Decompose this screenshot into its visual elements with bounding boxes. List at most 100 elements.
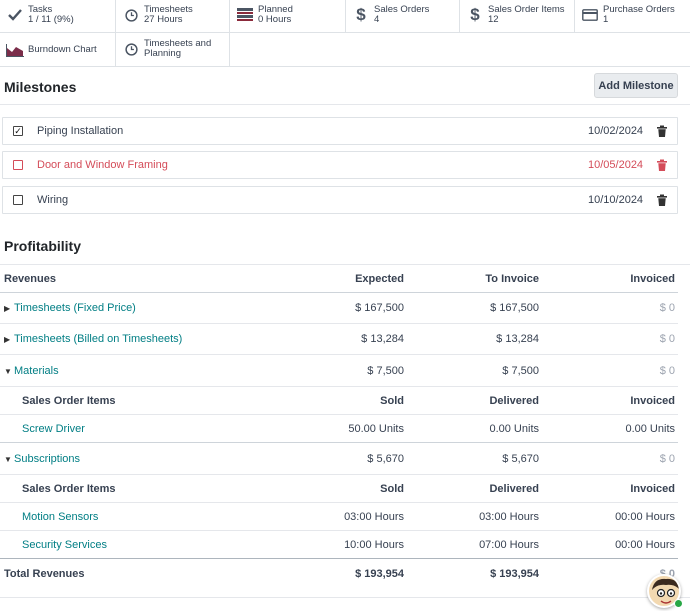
stat-title: Tasks — [28, 4, 53, 15]
caret-right-icon: ▶ — [4, 335, 11, 344]
milestone-row[interactable]: Door and Window Framing 10/05/2024 — [2, 151, 678, 179]
sales-order-item-row[interactable]: Screw Driver 50.00 Units 0.00 Units 0.00… — [0, 415, 678, 443]
revenue-label[interactable]: ▶ Timesheets (Fixed Price) — [4, 293, 136, 324]
col-invoiced: Invoiced — [630, 483, 675, 495]
dollar-icon: $ — [356, 5, 366, 24]
caret-down-icon: ▼ — [4, 367, 12, 376]
col-to-invoice: To Invoice — [485, 273, 539, 285]
invoiced-value: $ 0 — [659, 302, 675, 314]
stat-value: 1 / 11 (9%) — [28, 14, 74, 25]
revenue-label[interactable]: ▼ Materials — [4, 355, 59, 388]
stat-title: Purchase Orders — [603, 4, 675, 15]
credit-card-icon — [580, 5, 600, 25]
milestone-date: 10/02/2024 — [588, 125, 644, 137]
revenue-row[interactable]: ▶ Timesheets (Billed on Timesheets) $ 13,… — [0, 324, 678, 355]
total-to-invoice: $ 193,954 — [490, 568, 539, 580]
sales-order-items-header-row: Sales Order Items Sold Delivered Invoice… — [0, 387, 678, 415]
planned-stat-button[interactable]: Planned 0 Hours — [230, 0, 346, 33]
stat-value: 4 — [374, 14, 380, 25]
milestone-row[interactable]: Wiring 10/10/2024 — [2, 186, 678, 214]
revenue-label[interactable]: ▶ Timesheets (Billed on Timesheets) — [4, 324, 182, 355]
delivered-value: 07:00 Hours — [479, 539, 539, 551]
clock-icon — [121, 39, 141, 59]
tasks-stat-button[interactable]: Tasks 1 / 11 (9%) — [0, 0, 116, 33]
invoiced-value: 00:00 Hours — [615, 511, 675, 523]
invoiced-value: 00:00 Hours — [615, 539, 675, 551]
invoiced-value: 0.00 Units — [625, 423, 675, 435]
col-invoiced: Invoiced — [630, 273, 675, 285]
sales-order-items-stat-button[interactable]: $ Sales Order Items 12 — [460, 0, 575, 33]
stat-value: 0 Hours — [258, 14, 292, 25]
trash-icon[interactable] — [656, 194, 668, 207]
revenue-row[interactable]: ▶ Timesheets (Fixed Price) $ 167,500 $ 16… — [0, 293, 678, 324]
revenue-row[interactable]: ▼ Materials $ 7,500 $ 7,500 $ 0 — [0, 355, 678, 387]
to-invoice-value: $ 7,500 — [502, 365, 539, 377]
milestones-title: Milestones — [4, 79, 77, 95]
trash-icon[interactable] — [656, 125, 668, 138]
sales-orders-stat-button[interactable]: $ Sales Orders 4 — [346, 0, 460, 33]
stat-value: 1 — [603, 14, 609, 25]
dollar-icon: $ — [470, 5, 480, 24]
stat-value: 12 — [488, 14, 499, 25]
milestone-name: Piping Installation — [37, 125, 124, 137]
sales-order-items-header-row: Sales Order Items Sold Delivered Invoice… — [0, 475, 678, 503]
timesheets-stat-button[interactable]: Timesheets 27 Hours — [116, 0, 230, 33]
milestone-checkbox[interactable] — [13, 160, 23, 170]
stat-title: Planned — [258, 4, 293, 15]
milestone-checkbox[interactable]: ✓ — [13, 126, 23, 136]
invoiced-value: $ 0 — [659, 365, 675, 377]
sold-value: 10:00 Hours — [344, 539, 404, 551]
area-chart-icon — [5, 40, 25, 60]
trash-icon[interactable] — [656, 159, 668, 172]
sales-order-item-link[interactable]: Screw Driver — [22, 423, 85, 435]
milestone-checkbox[interactable] — [13, 195, 23, 205]
stat-title: Timesheets and — [144, 38, 212, 49]
col-delivered: Delivered — [489, 395, 539, 407]
col-revenues: Revenues — [4, 273, 56, 285]
expected-value: $ 5,670 — [367, 453, 404, 465]
avatar-face-icon — [652, 578, 679, 604]
gantt-icon — [235, 5, 255, 25]
burndown-chart-stat-button[interactable]: Burndown Chart — [0, 33, 116, 67]
add-milestone-button[interactable]: Add Milestone — [594, 73, 678, 98]
expected-value: $ 13,284 — [361, 333, 404, 345]
sales-order-item-link[interactable]: Security Services — [22, 539, 107, 551]
stat-title: Burndown Chart — [28, 44, 97, 55]
total-expected: $ 193,954 — [355, 568, 404, 580]
revenue-label[interactable]: ▼ Subscriptions — [4, 443, 80, 476]
sold-value: 03:00 Hours — [344, 511, 404, 523]
sales-order-item-row[interactable]: Security Services 10:00 Hours 07:00 Hour… — [0, 531, 678, 559]
sales-order-item-link[interactable]: Motion Sensors — [22, 511, 99, 523]
stat-value: 27 Hours — [144, 14, 183, 25]
milestone-date: 10/10/2024 — [588, 194, 644, 206]
col-sold: Sold — [380, 395, 404, 407]
clock-icon — [121, 5, 141, 25]
to-invoice-value: $ 5,670 — [502, 453, 539, 465]
timesheets-planning-stat-button[interactable]: Timesheets and Planning — [116, 33, 230, 67]
online-status-dot — [674, 599, 683, 608]
divider — [0, 104, 690, 105]
expected-value: $ 167,500 — [355, 302, 404, 314]
expected-value: $ 7,500 — [367, 365, 404, 377]
milestone-date: 10/05/2024 — [588, 159, 644, 171]
col-invoiced: Invoiced — [630, 395, 675, 407]
revenue-row[interactable]: ▼ Subscriptions $ 5,670 $ 5,670 $ 0 — [0, 443, 678, 475]
stat-title: Sales Order Items — [488, 4, 565, 15]
caret-down-icon: ▼ — [4, 455, 12, 464]
to-invoice-value: $ 13,284 — [496, 333, 539, 345]
col-sales-order-items: Sales Order Items — [22, 483, 116, 495]
col-expected: Expected — [355, 273, 404, 285]
milestone-row[interactable]: ✓ Piping Installation 10/02/2024 — [2, 117, 678, 145]
invoiced-value: $ 0 — [659, 453, 675, 465]
milestone-name: Door and Window Framing — [37, 159, 168, 171]
divider — [0, 264, 690, 265]
milestone-name: Wiring — [37, 194, 69, 206]
sales-order-item-row[interactable]: Motion Sensors 03:00 Hours 03:00 Hours 0… — [0, 503, 678, 531]
col-delivered: Delivered — [489, 483, 539, 495]
stat-buttons-bar: Tasks 1 / 11 (9%) Timesheets 27 Hours Plan… — [0, 0, 690, 67]
caret-right-icon: ▶ — [4, 304, 11, 313]
purchase-orders-stat-button[interactable]: Purchase Orders 1 — [575, 0, 690, 33]
delivered-value: 03:00 Hours — [479, 511, 539, 523]
stat-value: Planning — [144, 48, 181, 59]
stat-title: Timesheets — [144, 4, 193, 15]
